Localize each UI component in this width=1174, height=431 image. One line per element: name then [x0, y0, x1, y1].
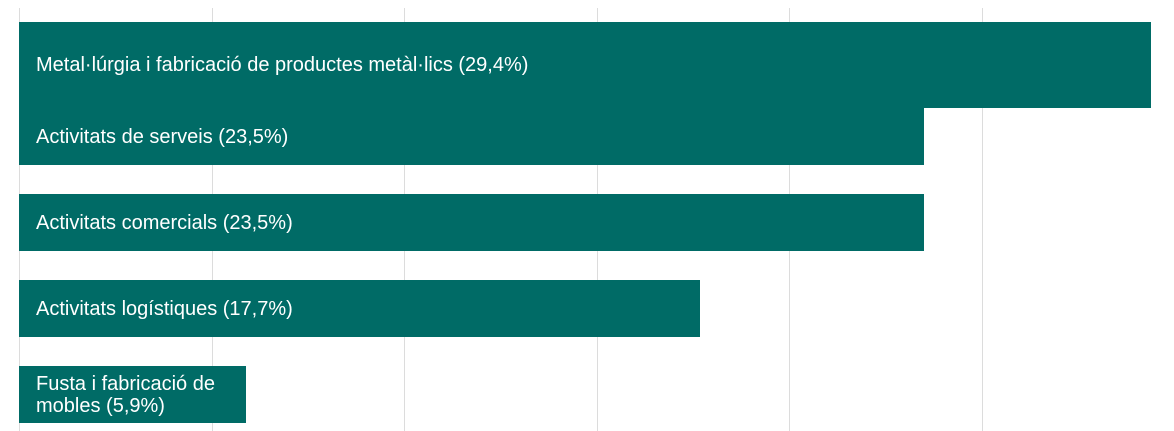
bar-label-1: Metal·lúrgia i fabricació de productes m…: [36, 54, 529, 76]
bar-label-5: Fusta i fabricació de mobles (5,9%): [36, 372, 215, 417]
bar-2: Activitats de serveis (23,5%): [19, 108, 924, 165]
bar-3: Activitats comercials (23,5%): [19, 194, 924, 251]
bar-4: Activitats logístiques (17,7%): [19, 280, 700, 337]
bar-label-2: Activitats de serveis (23,5%): [36, 125, 289, 148]
bar-label-4: Activitats logístiques (17,7%): [36, 297, 293, 320]
gridline-25: [982, 8, 983, 431]
bar-label-3: Activitats comercials (23,5%): [36, 211, 293, 234]
bar-5: Fusta i fabricació de mobles (5,9%): [19, 366, 246, 423]
bar-1: Metal·lúrgia i fabricació de productes m…: [19, 22, 1151, 108]
